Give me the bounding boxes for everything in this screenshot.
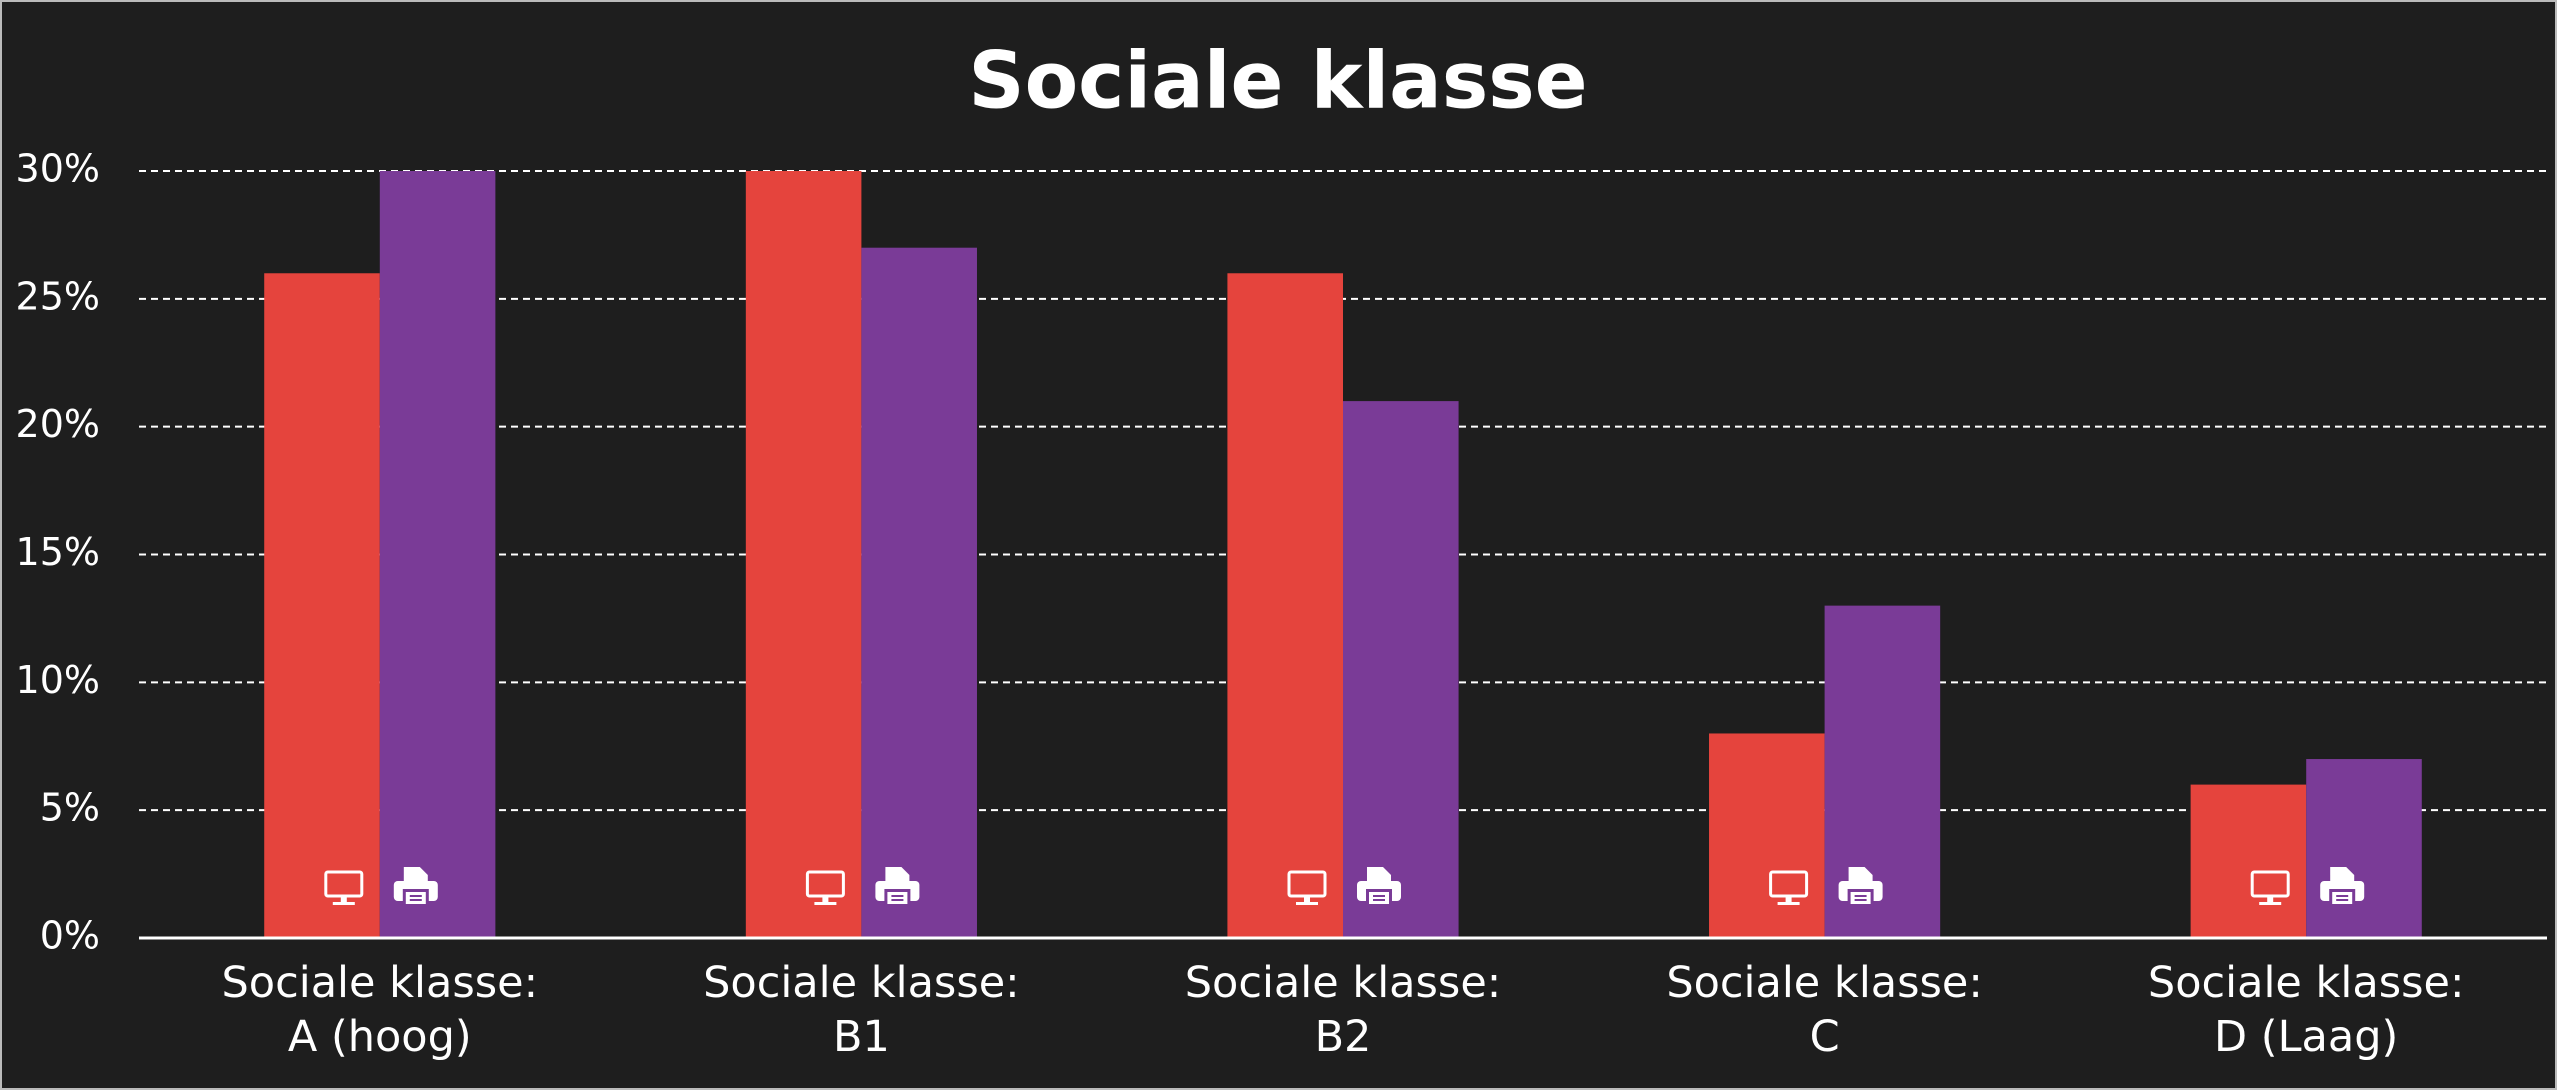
bar (2306, 759, 2422, 938)
icon-part (887, 892, 908, 904)
printer-icon (1838, 867, 1883, 907)
printer-icon (875, 867, 920, 907)
monitor-icon (1769, 870, 1809, 905)
x-tick-label: Sociale klasse: C (1666, 958, 1983, 1062)
x-tick-label: Sociale klasse: D (Laag) (2147, 958, 2465, 1062)
icon-part (340, 896, 347, 902)
chart-title: Sociale klasse (968, 36, 1587, 126)
icon-part (332, 902, 355, 905)
bar (1343, 401, 1459, 939)
bar (861, 247, 977, 938)
bar (2190, 784, 2307, 938)
bar (264, 273, 380, 938)
printer-icon (2320, 867, 2365, 907)
icon-part (2259, 902, 2282, 905)
icon-part (885, 867, 910, 881)
icon-part (405, 892, 426, 904)
printer-icon (1357, 867, 1401, 907)
icon-part (1369, 892, 1389, 904)
icon-part (814, 902, 837, 905)
icon-part (822, 896, 829, 902)
monitor-icon (324, 870, 364, 905)
icon-part (1848, 867, 1873, 881)
bar (379, 171, 496, 938)
monitor-icon (1287, 870, 1327, 905)
printer-icon (393, 867, 438, 907)
monitor-icon (805, 870, 845, 905)
y-tick-label: 5% (40, 786, 100, 830)
bar (1227, 273, 1343, 938)
x-tick-label: Sociale klasse: A (hoog) (221, 958, 539, 1062)
bar (1709, 733, 1825, 938)
x-tick-label: Sociale klasse: B1 (703, 958, 1020, 1062)
icon-part (2332, 892, 2353, 904)
y-tick-label: 0% (40, 914, 100, 958)
bar (745, 171, 862, 938)
icon-part (1777, 902, 1800, 905)
icon-part (1850, 892, 1871, 904)
y-tick-label: 30% (16, 147, 100, 191)
icon-part (1367, 867, 1391, 881)
x-tick-label: Sociale klasse: B2 (1184, 958, 1502, 1062)
monitor-icon (2250, 870, 2290, 905)
icon-part (1304, 896, 1310, 902)
y-tick-label: 20% (16, 402, 100, 446)
icon-part (2330, 867, 2355, 881)
y-tick-label: 25% (16, 274, 100, 318)
icon-part (1296, 902, 1318, 905)
icon-part (403, 867, 428, 881)
icon-part (2267, 896, 2274, 902)
icon-part (1785, 896, 1792, 902)
y-tick-label: 10% (16, 658, 100, 702)
y-tick-label: 15% (16, 530, 100, 574)
